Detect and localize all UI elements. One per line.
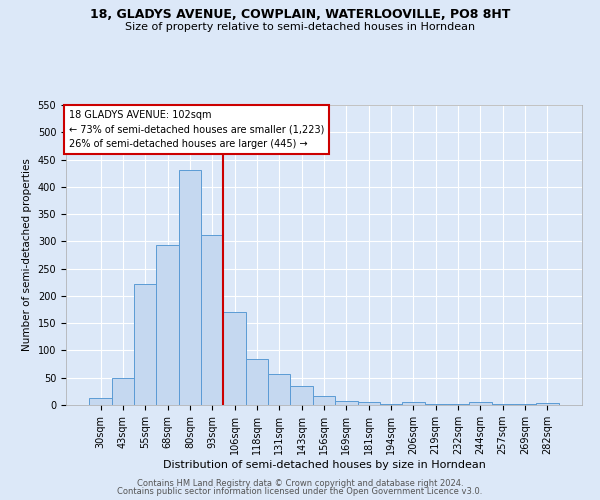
Bar: [313, 396, 335, 405]
Bar: [335, 401, 358, 405]
Text: 18, GLADYS AVENUE, COWPLAIN, WATERLOOVILLE, PO8 8HT: 18, GLADYS AVENUE, COWPLAIN, WATERLOOVIL…: [90, 8, 510, 20]
Bar: [402, 402, 425, 405]
Text: Size of property relative to semi-detached houses in Horndean: Size of property relative to semi-detach…: [125, 22, 475, 32]
Bar: [491, 404, 514, 405]
Bar: [380, 404, 402, 405]
Y-axis label: Number of semi-detached properties: Number of semi-detached properties: [22, 158, 32, 352]
Text: Contains HM Land Registry data © Crown copyright and database right 2024.: Contains HM Land Registry data © Crown c…: [137, 478, 463, 488]
Text: 18 GLADYS AVENUE: 102sqm
← 73% of semi-detached houses are smaller (1,223)
26% o: 18 GLADYS AVENUE: 102sqm ← 73% of semi-d…: [68, 110, 324, 149]
Bar: [201, 236, 223, 405]
Bar: [179, 170, 201, 405]
Bar: [447, 404, 469, 405]
Text: Contains public sector information licensed under the Open Government Licence v3: Contains public sector information licen…: [118, 487, 482, 496]
Bar: [223, 312, 246, 405]
Bar: [157, 245, 179, 405]
Bar: [536, 403, 559, 405]
Bar: [514, 404, 536, 405]
Bar: [134, 284, 157, 405]
Bar: [112, 378, 134, 405]
Bar: [358, 402, 380, 405]
Bar: [89, 398, 112, 405]
Bar: [268, 374, 290, 405]
X-axis label: Distribution of semi-detached houses by size in Horndean: Distribution of semi-detached houses by …: [163, 460, 485, 470]
Bar: [246, 359, 268, 405]
Bar: [469, 402, 491, 405]
Bar: [290, 386, 313, 405]
Bar: [425, 404, 447, 405]
